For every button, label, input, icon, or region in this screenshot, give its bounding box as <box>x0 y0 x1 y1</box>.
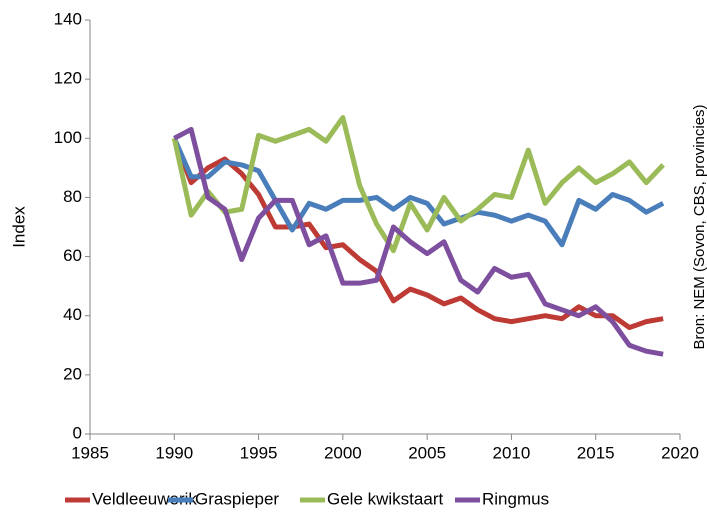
line-series <box>171 137 664 331</box>
x-tick-label: 2000 <box>324 443 362 462</box>
y-tick-label: 40 <box>63 305 82 324</box>
y-tick-label: 60 <box>63 246 82 265</box>
y-axis-label: Index <box>9 206 28 248</box>
source-note: Bron: NEM (Sovon, CBS, provincies) <box>691 104 707 349</box>
x-tick-label: 2015 <box>577 443 615 462</box>
y-tick-label: 0 <box>73 423 82 442</box>
line-series <box>171 115 665 254</box>
legend-label: Graspieper <box>195 489 279 508</box>
y-tick-label: 80 <box>63 187 82 206</box>
legend-label: Gele kwikstaart <box>327 489 443 508</box>
x-tick-label: 2005 <box>408 443 446 462</box>
y-tick-label: 100 <box>54 128 82 147</box>
x-tick-label: 1985 <box>71 443 109 462</box>
x-tick-label: 1990 <box>155 443 193 462</box>
legend-label: Ringmus <box>482 489 549 508</box>
line-series <box>171 137 665 248</box>
line-series <box>173 126 664 357</box>
legend-label: Veldleeuwerik <box>92 489 197 508</box>
y-tick-label: 120 <box>54 69 82 88</box>
y-tick-label: 20 <box>63 364 82 383</box>
y-tick-label: 140 <box>54 9 82 28</box>
x-tick-label: 2010 <box>493 443 531 462</box>
x-tick-label: 2020 <box>661 443 699 462</box>
x-tick-label: 1995 <box>240 443 278 462</box>
